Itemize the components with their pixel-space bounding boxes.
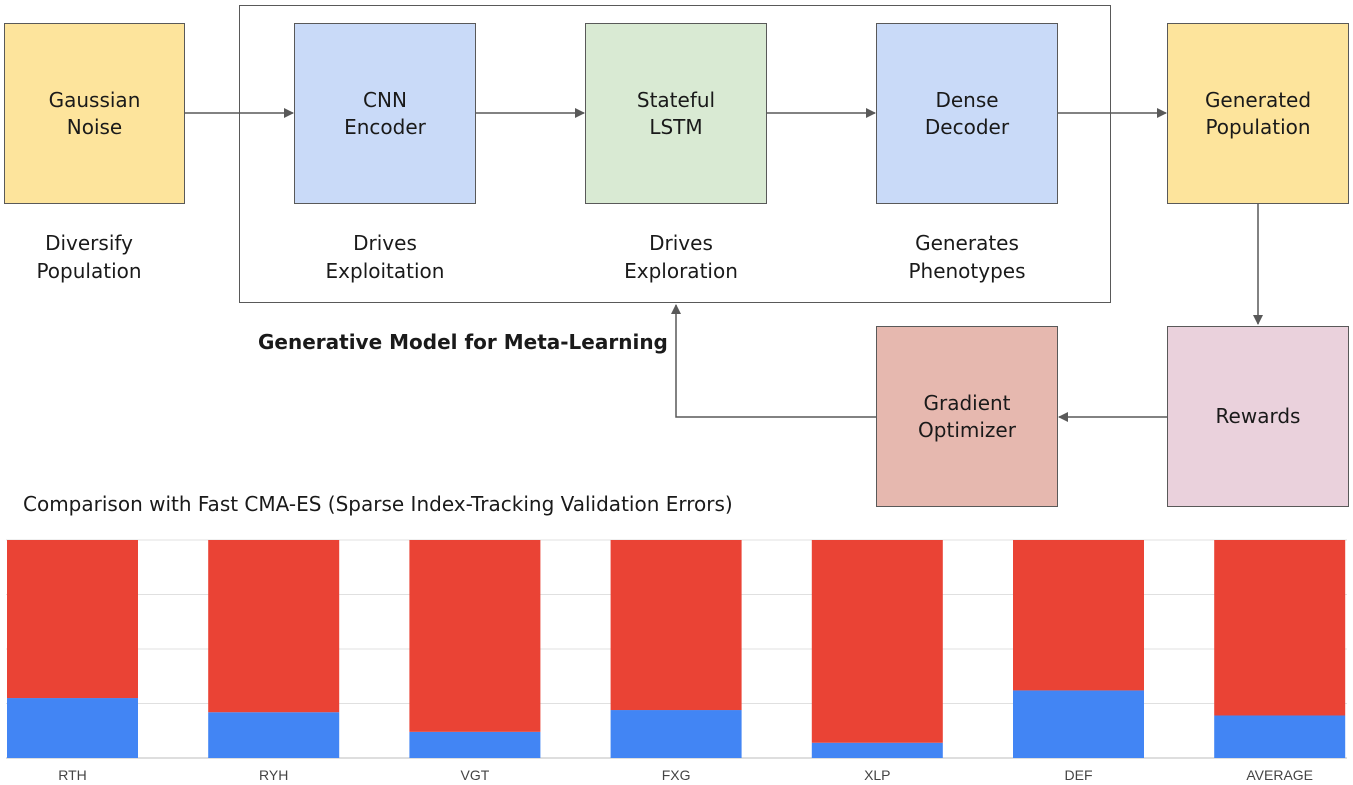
gaussian-noise-label: Gaussian Noise xyxy=(48,87,141,139)
x-tick-label: FXG xyxy=(662,767,691,783)
cnn-encoder-node: CNN Encoder xyxy=(294,23,476,204)
generated-population-node: Generated Population xyxy=(1167,23,1349,204)
bar-xlp-series-1 xyxy=(811,540,943,743)
dense-decoder-node: Dense Decoder xyxy=(876,23,1058,204)
generative-model-group xyxy=(239,5,1111,303)
bar-rth-series-0 xyxy=(7,698,138,758)
generated-population-label: Generated Population xyxy=(1204,87,1312,139)
gaussian-noise-node: Gaussian Noise xyxy=(4,23,185,204)
bar-vgt-series-1 xyxy=(409,540,541,732)
bar-def-series-0 xyxy=(1013,690,1144,758)
bar-rth-series-1 xyxy=(7,540,138,699)
x-tick-label: XLP xyxy=(864,767,890,783)
x-tick-label: RTH xyxy=(58,767,87,783)
caption-exploration: Drives Exploration xyxy=(624,231,738,283)
bar-vgt-series-0 xyxy=(409,731,541,758)
caption-diversify: Diversify Population xyxy=(36,231,142,283)
stateful-lstm-node: Stateful LSTM xyxy=(585,23,767,204)
generative-model-label: Generative Model for Meta-Learning xyxy=(258,330,668,354)
rewards-label: Rewards xyxy=(1215,404,1301,428)
bar-fxg-series-0 xyxy=(610,710,742,758)
chart-title: Comparison with Fast CMA-ES (Sparse Inde… xyxy=(23,492,733,516)
bar-def-series-1 xyxy=(1013,540,1144,691)
arrow-optimizer-to-model xyxy=(671,304,877,418)
rewards-node: Rewards xyxy=(1167,326,1349,507)
gradient-optimizer-label: Gradient Optimizer xyxy=(918,390,1016,442)
cnn-encoder-label: CNN Encoder xyxy=(344,87,426,139)
bar-ryh-series-0 xyxy=(208,712,340,758)
caption-phenotypes: Generates Phenotypes xyxy=(908,231,1026,283)
gradient-optimizer-node: Gradient Optimizer xyxy=(876,326,1058,507)
x-tick-label: DEF xyxy=(1065,767,1093,783)
stateful-lstm-label: Stateful LSTM xyxy=(636,87,716,139)
bar-average-series-1 xyxy=(1214,540,1346,716)
bar-ryh-series-1 xyxy=(208,540,340,713)
x-tick-label: VGT xyxy=(461,767,490,783)
stacked-bar-chart: RTH RYH VGT FXG XLP DEF AVERAGE xyxy=(6,539,1347,783)
x-tick-label: AVERAGE xyxy=(1246,767,1313,783)
bar-fxg-series-1 xyxy=(610,540,742,711)
chart-bars xyxy=(7,540,1346,758)
bar-average-series-0 xyxy=(1214,715,1346,758)
x-tick-label: RYH xyxy=(259,767,288,783)
bar-xlp-series-0 xyxy=(811,742,943,758)
chart-x-ticks: RTH RYH VGT FXG XLP DEF AVERAGE xyxy=(58,767,1313,783)
dense-decoder-label: Dense Decoder xyxy=(924,87,1010,139)
caption-exploitation: Drives Exploitation xyxy=(325,231,445,283)
